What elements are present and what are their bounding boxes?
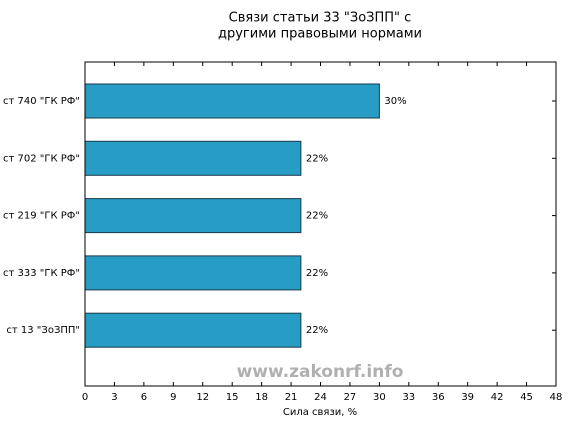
x-axis-label: Сила связи, % bbox=[283, 407, 357, 418]
plot-frame bbox=[84, 61, 557, 387]
x-tick-label: 48 bbox=[550, 392, 563, 403]
x-tick-label: 18 bbox=[255, 392, 268, 403]
bar bbox=[84, 83, 380, 119]
x-tick-label: 6 bbox=[141, 392, 147, 403]
bar bbox=[84, 140, 302, 176]
value-label: 22% bbox=[306, 268, 328, 279]
x-tick-label: 30 bbox=[373, 392, 386, 403]
x-tick-label: 15 bbox=[226, 392, 239, 403]
y-tick-label: ст 13 "ЗоЗПП" bbox=[6, 325, 80, 336]
x-tick-label: 3 bbox=[111, 392, 117, 403]
y-tick-label: ст 333 "ГК РФ" bbox=[3, 268, 80, 279]
y-tick-label: ст 219 "ГК РФ" bbox=[3, 211, 80, 222]
chart-title: другими правовыми нормами bbox=[218, 27, 422, 42]
x-tick-label: 27 bbox=[344, 392, 357, 403]
y-tick-label: ст 740 "ГК РФ" bbox=[3, 96, 80, 107]
x-tick-label: 24 bbox=[314, 392, 327, 403]
bar bbox=[84, 198, 302, 234]
value-label: 22% bbox=[306, 325, 328, 336]
watermark: www.zakonrf.info bbox=[237, 362, 404, 382]
chart-title: Связи статьи 33 "ЗоЗПП" с bbox=[229, 11, 412, 26]
x-tick-label: 0 bbox=[82, 392, 88, 403]
bar bbox=[84, 312, 302, 348]
y-tick-label: ст 702 "ГК РФ" bbox=[3, 153, 80, 164]
x-tick-label: 45 bbox=[520, 392, 533, 403]
x-tick-label: 12 bbox=[196, 392, 209, 403]
x-tick-label: 42 bbox=[491, 392, 504, 403]
value-label: 30% bbox=[384, 96, 406, 107]
value-label: 22% bbox=[306, 153, 328, 164]
value-label: 22% bbox=[306, 211, 328, 222]
x-tick-label: 21 bbox=[285, 392, 298, 403]
bar bbox=[84, 255, 302, 291]
x-tick-label: 9 bbox=[170, 392, 176, 403]
x-tick-label: 39 bbox=[461, 392, 474, 403]
x-tick-label: 33 bbox=[402, 392, 415, 403]
x-tick-label: 36 bbox=[432, 392, 445, 403]
